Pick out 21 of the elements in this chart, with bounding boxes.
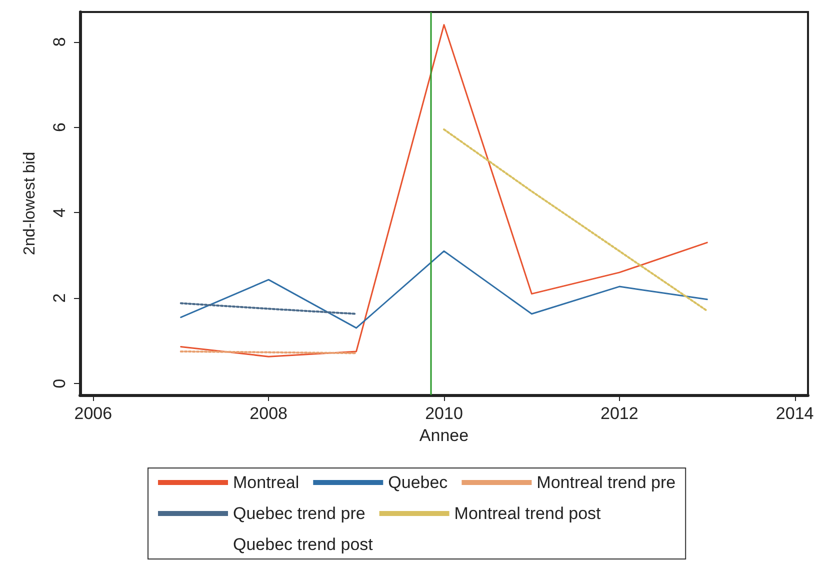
legend-label: Quebec: [388, 473, 448, 492]
legend-label: Quebec trend pre: [233, 504, 366, 523]
line-series: [443, 128, 708, 312]
y-tick-label: 2: [50, 293, 69, 303]
x-tick-label: 2012: [600, 404, 638, 423]
x-axis-title: Annee: [419, 426, 469, 445]
y-tick-label: 0: [50, 378, 69, 388]
legend-label: Montreal trend pre: [536, 473, 676, 492]
line-series: [180, 250, 708, 329]
x-tick-label: 2014: [776, 404, 814, 423]
legend-label: Montreal trend post: [454, 504, 602, 523]
y-tick-label: 8: [50, 37, 69, 47]
y-tick-label: 6: [50, 122, 69, 132]
text: Quebec trend post: [233, 535, 374, 554]
y-tick-label: 4: [50, 208, 69, 218]
x-tick-label: 2006: [74, 404, 112, 423]
x-tick-label: 2010: [425, 404, 463, 423]
x-tick-label: 2008: [250, 404, 288, 423]
line-series: [180, 24, 708, 358]
legend-label: Montreal: [233, 473, 300, 492]
y-axis-title: 2nd-lowest bid: [22, 152, 38, 256]
